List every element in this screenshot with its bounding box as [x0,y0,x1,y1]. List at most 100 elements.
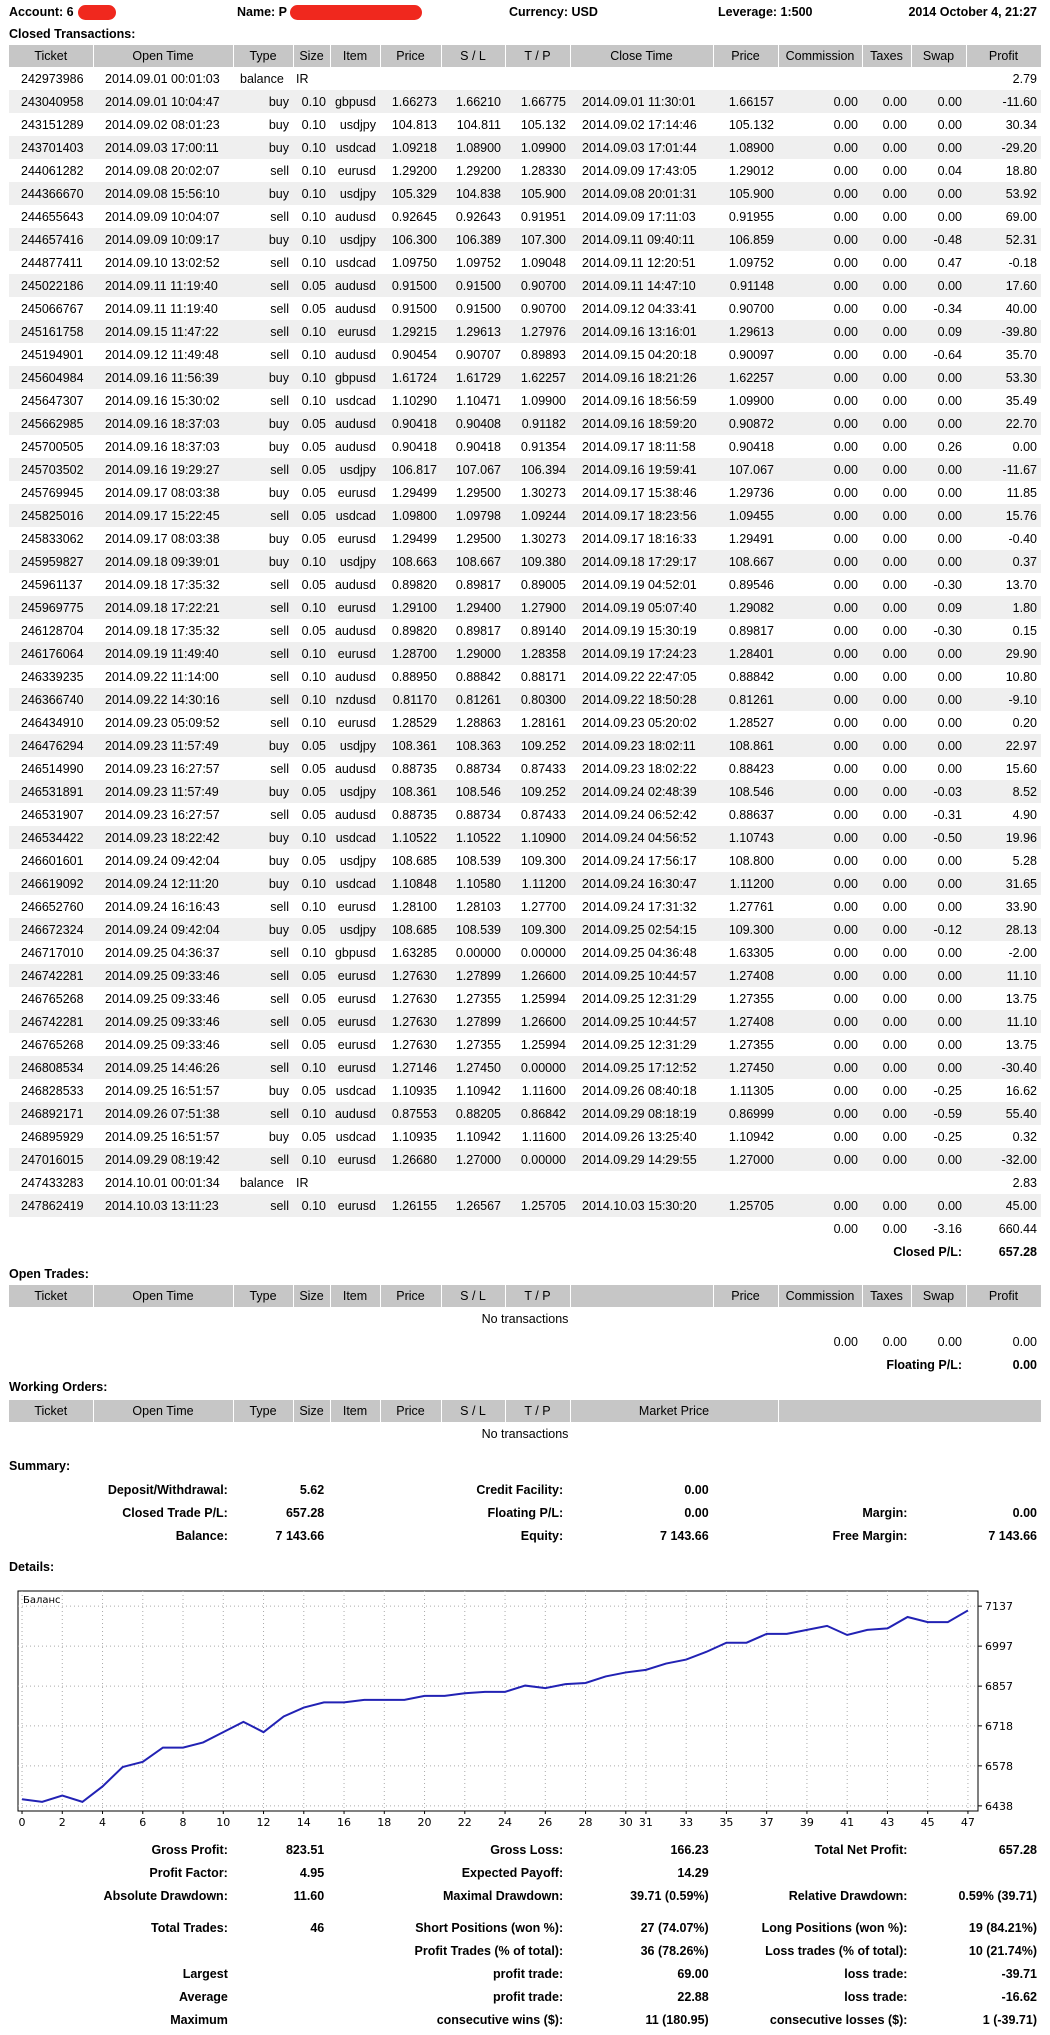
cell: 0.05 [301,623,326,638]
stat-value: 7 143.66 [988,1528,1037,1543]
cell: 0.00 [778,228,862,251]
stat-value: 7 143.66 [275,1528,325,1543]
cell: 0.00 [882,991,907,1006]
y-tick-label: 7137 [985,1600,1013,1613]
cell: 1.29012 [728,163,774,178]
stat-label: Total Trades: [150,1920,228,1935]
cell: 1.28100 [391,899,437,914]
cell: 0.90418 [728,439,774,454]
cell: 0.00 [862,780,911,803]
cell: audusd [330,1102,380,1125]
cell: buy [233,412,293,435]
cell: 0.05 [301,1129,326,1144]
cell: audusd [334,807,376,822]
cell: 2014.09.25 10:44:57 [570,964,713,987]
stat-value: -39.71 [1001,1966,1037,1981]
cell: -0.03 [911,780,966,803]
cell: 0.81261 [441,688,505,711]
stat-row: Closed Trade P/L: 657.28 Floating P/L: 0.00… [9,1501,1041,1524]
cell: 0.00 [882,117,907,132]
cell: 246601601 [21,853,84,868]
x-tick-label: 43 [880,1816,894,1829]
cell: 0.00 [937,209,962,224]
cell: 1.29400 [441,596,505,619]
cell: 0.10 [301,715,326,730]
cell: 1.10290 [391,393,437,408]
cell: usdjpy [339,117,376,132]
cell: 247862419 [9,1194,93,1217]
cell: 1.28161 [520,715,566,730]
cell: sell [270,761,289,776]
cell: 2014.09.11 12:20:51 [582,255,696,270]
cell: 1.10848 [380,872,441,895]
cell: 2014.09.15 04:20:18 [582,347,697,362]
cell: eurusd [337,899,376,914]
cell: 245700505 [21,439,84,454]
cell: usdcad [335,393,376,408]
cell: 0.15 [1012,623,1037,638]
cell: 0.90418 [391,439,437,454]
trade-row: 245703502 2014.09.16 19:29:27 sell 0.05 usdj… [9,458,1041,481]
cell: 11.85 [1006,485,1037,500]
cell: 0.00 [882,347,907,362]
cell: sell [270,347,289,362]
column-header [778,1400,1042,1422]
trade-row: 245604984 2014.09.16 11:56:39 buy 0.10 gbpus… [9,366,1041,389]
cell: 40.00 [1005,301,1037,316]
cell: 245161758 [9,320,93,343]
cell: 0.00 [882,623,907,638]
cell: 0.92645 [391,209,437,224]
cell: usdjpy [330,458,380,481]
cell: 0.00 [833,117,858,132]
cell: 0.00 [778,1194,862,1217]
cell: 1.10942 [455,1083,501,1098]
trade-row: 246765268 2014.09.25 09:33:46 sell 0.05 euru… [9,987,1041,1010]
cell: 1.09752 [728,255,774,270]
stat-value: 7 143.66 [660,1528,709,1543]
x-tick-label: 45 [921,1816,935,1829]
cell: buy [268,853,289,868]
stat-value: 11.60 [293,1888,325,1903]
cell: 0.89546 [728,577,774,592]
cell: 1.28330 [520,163,566,178]
cell: 0.89140 [520,623,566,638]
cell: 106.859 [713,228,778,251]
cell: 2014.09.18 17:22:21 [93,596,233,619]
cell: buy [233,90,293,113]
cell: eurusd [330,1148,380,1171]
cell: 0.10 [293,90,330,113]
cell: 246895929 [21,1129,84,1144]
cell: 0.00 [778,412,862,435]
cell: 0.00 [862,274,911,297]
cell: 0.00000 [505,1056,570,1079]
cell: -0.30 [933,623,963,638]
cell: 1.25994 [520,1037,566,1052]
cell: 2014.09.19 11:49:40 [93,642,233,665]
cell: 1.26155 [380,1194,441,1217]
cell: 105.329 [380,182,441,205]
cell: 0.00 [778,458,862,481]
cell: 2014.09.11 09:40:11 [570,228,713,251]
cell: 0.00 [778,1102,862,1125]
cell: 1.09900 [728,393,774,408]
trade-row: 244061282 2014.09.08 20:02:07 sell 0.10 euru… [9,159,1041,182]
cell: -11.67 [966,458,1041,481]
cell: -0.40 [1008,531,1038,546]
column-header: T / P [505,1400,571,1422]
cell: 1.28529 [391,715,437,730]
cell: 0.88637 [728,807,774,822]
cell: 0.90418 [380,412,441,435]
cell: 1.27630 [391,991,437,1006]
cell: 2014.09.16 18:59:20 [570,412,713,435]
cell: eurusd [337,991,376,1006]
cell: 0.00 [833,991,858,1006]
cell: 22.97 [966,734,1041,757]
cell: 0.05 [301,991,326,1006]
cell: 0.00 [833,393,858,408]
cell: 2014.09.17 15:22:45 [93,504,233,527]
cell: 1.10743 [713,826,778,849]
cell: 0.10 [293,228,330,251]
cell: audusd [334,761,376,776]
cell: 1.30273 [520,531,566,546]
cell: -0.12 [911,918,966,941]
